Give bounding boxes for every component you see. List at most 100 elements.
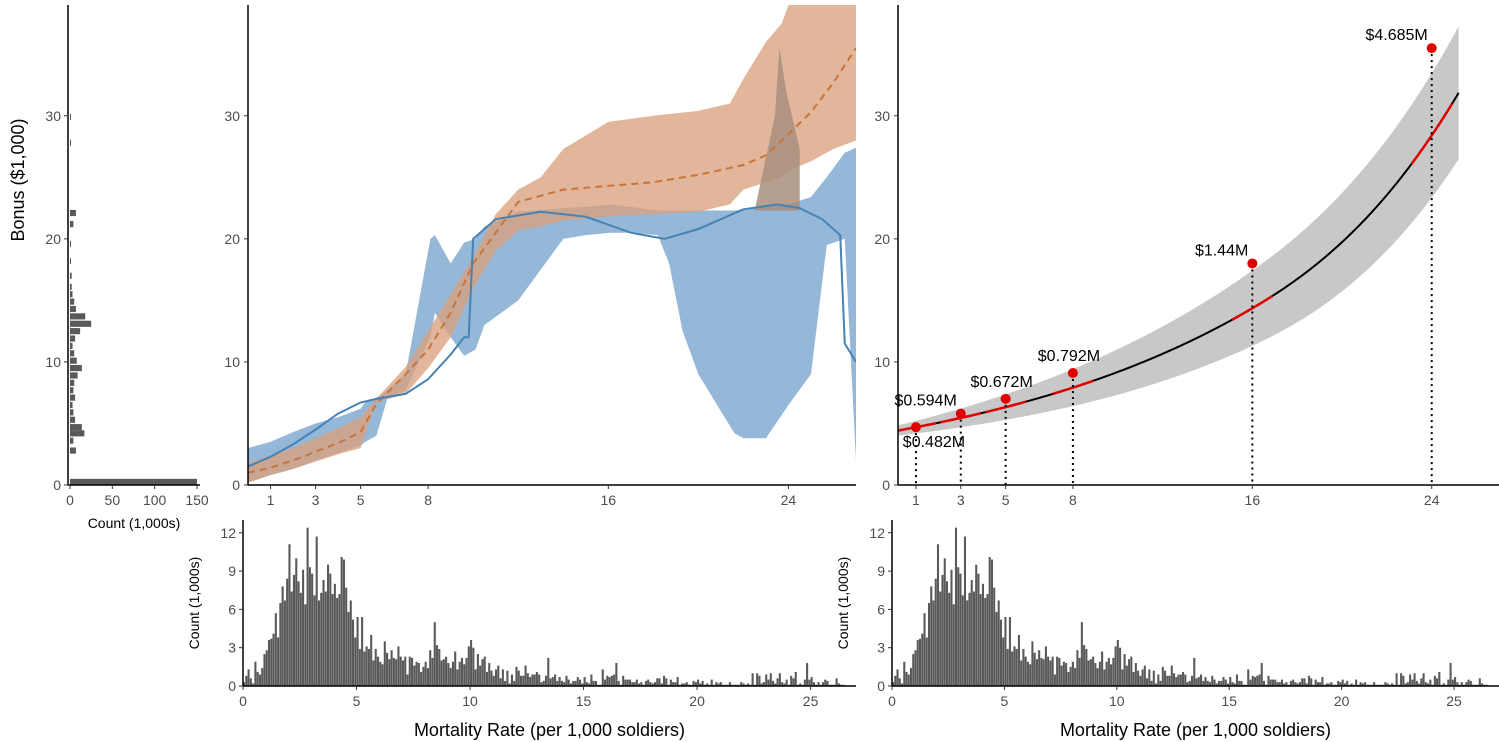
mortality-bar — [984, 597, 987, 686]
y-tick-label: 12 — [220, 525, 236, 541]
mortality-bar — [903, 661, 906, 686]
mortality-bar — [912, 654, 915, 686]
mortality-bar — [1159, 680, 1162, 686]
mortality-bar — [972, 591, 976, 686]
mortality-bar — [431, 657, 434, 686]
mortality-bar — [522, 675, 525, 686]
bonus-bar — [70, 139, 71, 146]
mortality-bar — [1296, 683, 1299, 686]
y-tick-label: 12 — [869, 525, 885, 541]
mortality-bar — [1384, 682, 1387, 686]
mortality-bar — [658, 678, 661, 686]
mortality-bar — [333, 583, 336, 686]
y-tick-label: 20 — [874, 231, 890, 247]
mortality-bar — [315, 536, 318, 686]
mortality-bar — [281, 586, 284, 686]
mortality-bar — [1222, 677, 1225, 686]
mortality-bar — [608, 677, 611, 686]
mortality-bar — [399, 656, 402, 686]
mortality-bar — [1343, 683, 1346, 686]
mortality-bar — [1103, 669, 1106, 686]
x-tick-label: 16 — [1245, 492, 1261, 508]
mortality-bar — [1166, 675, 1169, 686]
mortality-bar — [1074, 668, 1077, 686]
mortality-bar — [1051, 656, 1054, 686]
mortality-bar — [585, 682, 588, 686]
mortality-bar — [1224, 679, 1227, 686]
mortality-bar — [1402, 675, 1405, 686]
mortality-bar — [519, 675, 523, 686]
mortality-bar — [806, 663, 809, 686]
mortality-bar — [1409, 674, 1412, 686]
mortality-bar — [1076, 650, 1079, 686]
mortality-bar — [404, 656, 407, 686]
bonus-curves-panel: 0 10 20 30 1 3 5 8 16 24 — [224, 5, 856, 508]
mortality-bar — [252, 683, 255, 686]
highlight-point — [955, 408, 966, 419]
mortality-bar — [1220, 680, 1223, 686]
mortality-bar — [1460, 682, 1463, 686]
mortality-bar — [1067, 671, 1070, 686]
mortality-bar — [1424, 682, 1427, 686]
mortality-bar — [1415, 680, 1418, 686]
mortality-bar — [356, 617, 359, 686]
mortality-bar — [1206, 680, 1209, 686]
mortality-bar — [939, 591, 942, 686]
mortality-bar — [812, 682, 815, 686]
mortality-bar — [1298, 682, 1301, 686]
mortality-bar — [751, 673, 754, 686]
mortality-bar — [781, 682, 784, 686]
mortality-bar — [1116, 640, 1119, 686]
mortality-bar — [968, 592, 971, 686]
mortality-bar — [649, 682, 652, 686]
mortality-bar — [778, 673, 781, 686]
mortality-bar — [1280, 679, 1283, 686]
mortality-bar — [1004, 617, 1007, 686]
highlight-segment — [985, 400, 1027, 414]
mortality-bar — [290, 591, 293, 686]
mortality-bar — [1400, 673, 1403, 686]
mortality-bar — [803, 679, 806, 686]
mortality-bar — [765, 674, 768, 686]
mortality-bar — [245, 675, 248, 686]
mortality-bar — [1391, 683, 1394, 686]
mortality-bar — [977, 573, 980, 686]
mortality-bar — [1143, 665, 1146, 686]
mortality-bar — [349, 600, 352, 686]
mortality-bar — [424, 661, 427, 686]
mortality-bar — [292, 574, 296, 686]
x-tick-label: 5 — [357, 492, 365, 508]
bonus-bar — [70, 409, 74, 416]
mortality-bar — [603, 679, 607, 686]
mortality-bar — [622, 675, 625, 686]
mortality-bar — [959, 573, 962, 686]
mortality-bar — [490, 670, 493, 686]
mortality-bar — [288, 544, 291, 686]
mortality-bar — [988, 557, 991, 686]
mortality-bar — [948, 592, 951, 686]
mortality-bar — [961, 595, 964, 686]
mortality-bar — [979, 594, 982, 686]
mortality-bar — [1080, 622, 1083, 686]
mortality-bar — [1182, 671, 1185, 686]
mortality-bar — [894, 675, 897, 686]
y-axis-title: Bonus ($1,000) — [8, 118, 28, 241]
mortality-bar — [615, 663, 618, 686]
mortality-bar — [1146, 678, 1149, 686]
mortality-bar — [299, 592, 302, 686]
mortality-bar — [927, 603, 931, 686]
mortality-bar — [560, 680, 563, 686]
mortality-bar — [1454, 677, 1457, 686]
x-tick-label: 0 — [888, 693, 896, 709]
bonus-bar — [70, 298, 75, 305]
mortality-bar — [1276, 682, 1279, 686]
mortality-bar — [710, 679, 713, 686]
mortality-bar — [1049, 660, 1052, 686]
mortality-bar — [1310, 678, 1313, 686]
mortality-bar — [588, 683, 591, 686]
mortality-bar — [442, 659, 445, 686]
mortality-bar — [776, 678, 779, 686]
mortality-bar — [1418, 683, 1421, 686]
mortality-bar — [579, 679, 582, 686]
